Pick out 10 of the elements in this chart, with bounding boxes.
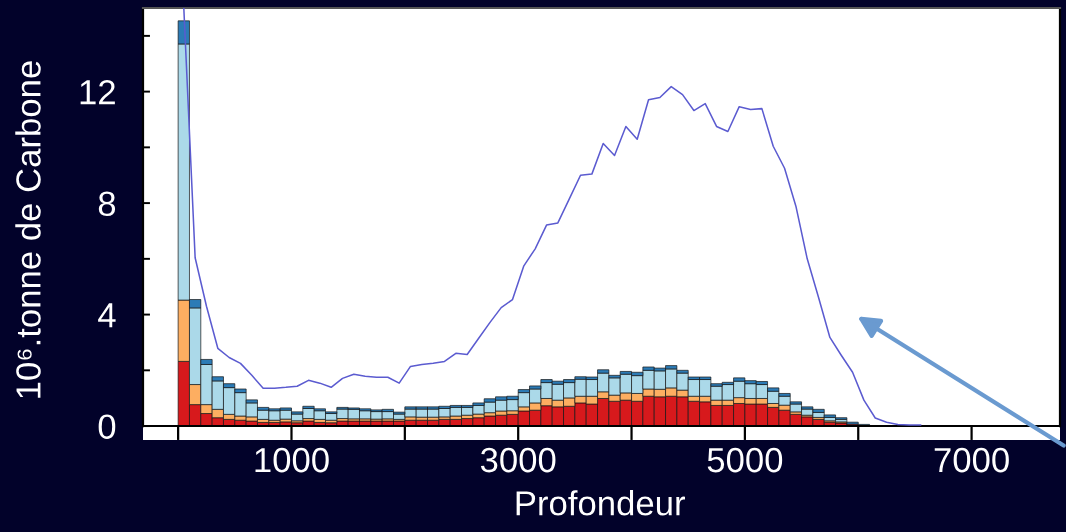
y-tick-label: 4 (98, 303, 116, 328)
y-tick-label: 12 (80, 79, 115, 105)
y-tick-label: 8 (98, 191, 116, 217)
x-tick-label: 3000 (480, 447, 556, 473)
x-tick-label: 1000 (255, 447, 329, 473)
y-tick-label: 0 (98, 414, 116, 439)
x-tick-label: 7000 (934, 447, 1009, 473)
x-tick-label: 5000 (707, 447, 783, 473)
x-axis-title: Profondeur (516, 490, 685, 516)
y-axis-title: 10⁶.tonne de Carbone (15, 61, 41, 398)
